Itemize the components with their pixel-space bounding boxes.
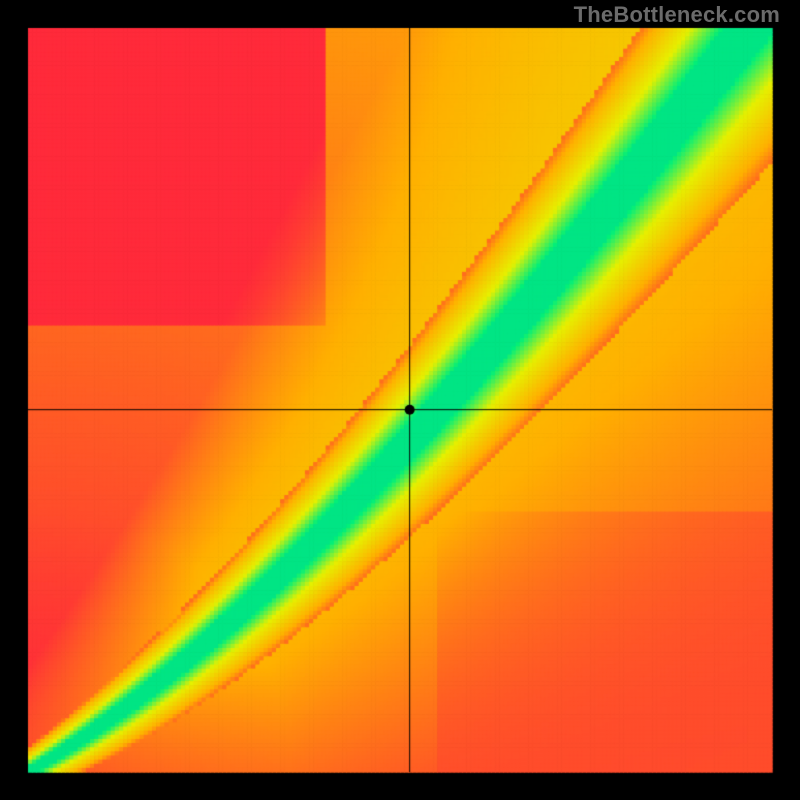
watermark-text: TheBottleneck.com bbox=[574, 2, 780, 28]
bottleneck-heatmap bbox=[0, 0, 800, 800]
chart-container: TheBottleneck.com bbox=[0, 0, 800, 800]
